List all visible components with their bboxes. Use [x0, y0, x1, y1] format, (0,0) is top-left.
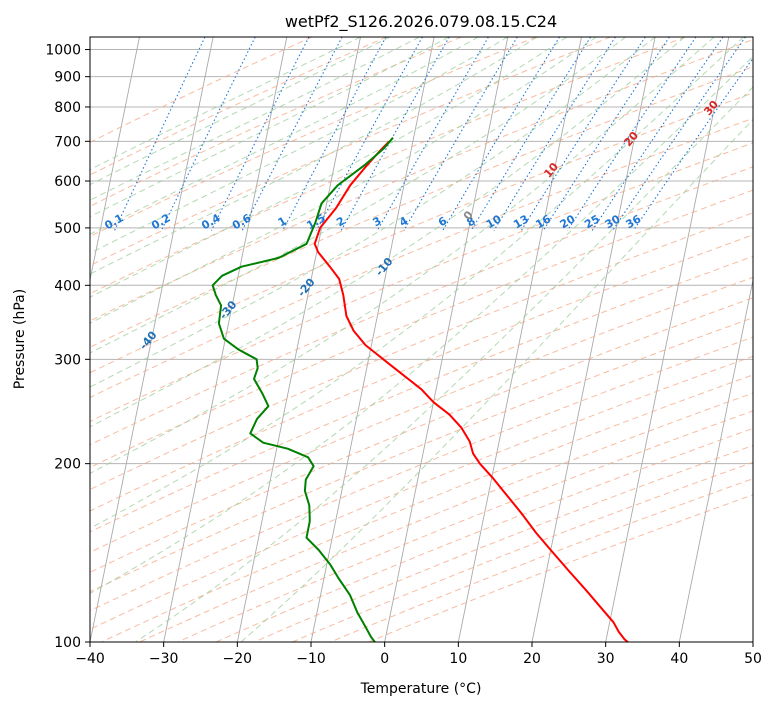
- dry-adiabat-line: [90, 234, 753, 512]
- dry-adiabat-line: [90, 66, 753, 348]
- y-tick-label: 500: [54, 221, 81, 237]
- mixing-ratio-line: [612, 37, 746, 231]
- mixing-ratio-line: [241, 37, 343, 231]
- moist-adiabat-line: [90, 37, 715, 474]
- moist-adiabat-line: [90, 37, 479, 235]
- dry-adiabat-line: [90, 37, 462, 207]
- y-tick-label: 400: [54, 278, 81, 294]
- temperature-line: [313, 140, 630, 642]
- isotherm-line: [384, 37, 509, 642]
- moist-adiabat-line: [90, 37, 391, 186]
- isotherm-line: [310, 37, 435, 642]
- dry-adiabat-line: [90, 297, 753, 573]
- isotherm-line: [457, 37, 582, 642]
- y-tick-label: 300: [54, 352, 81, 368]
- mixing-ratio-line: [470, 37, 592, 231]
- y-axis-title: Pressure (hPa): [12, 289, 28, 389]
- moist-adiabat-line: [90, 37, 509, 254]
- x-axis-title: Temperature (°C): [360, 681, 482, 697]
- dry-adiabat-line: [90, 189, 753, 469]
- mixing-ratio-line: [520, 37, 646, 231]
- chart-title: wetPf2_S126.2026.079.08.15.C24: [285, 12, 557, 32]
- isotherm-line: [678, 277, 753, 642]
- moist-adiabat-line: [90, 55, 753, 594]
- x-tick-label: −20: [223, 651, 253, 667]
- dry-adiabat-line: [90, 37, 387, 176]
- y-tick-label: 100: [54, 635, 81, 651]
- x-tick-label: 30: [597, 651, 615, 667]
- isotherm-line: [605, 37, 730, 642]
- mixing-ratio-line: [114, 37, 206, 231]
- moist-adiabat-line: [90, 37, 538, 275]
- moist-adiabat-line: [90, 37, 420, 201]
- mixing-ratio-line: [210, 37, 310, 231]
- mixing-ratio-line: [591, 37, 724, 231]
- x-tick-label: 40: [670, 651, 688, 667]
- dry-adiabat-line: [90, 117, 753, 399]
- dry-adiabat-line: [90, 92, 753, 374]
- y-tick-label: 600: [54, 174, 81, 190]
- moist-adiabat-line: [90, 37, 626, 354]
- mixing-ratio-line: [542, 37, 670, 231]
- dry-adiabat-line: [90, 255, 753, 533]
- y-tick-label: 900: [54, 70, 81, 86]
- y-tick-label: 800: [54, 100, 81, 116]
- mixing-ratio-line: [493, 37, 616, 231]
- moist-adiabat-line: [90, 37, 450, 218]
- background-lines: [90, 37, 753, 642]
- dewpoint-line: [211, 137, 394, 642]
- x-tick-label: 0: [380, 651, 389, 667]
- plot-frame: [89, 36, 754, 643]
- isotherm-line: [90, 37, 140, 283]
- y-tick-label: 700: [54, 134, 81, 150]
- y-tick-label: 1000: [45, 43, 81, 59]
- x-tick-label: 50: [744, 651, 762, 667]
- x-tick-label: −10: [296, 651, 326, 667]
- moist-adiabat-line: [90, 37, 685, 428]
- dry-adiabat-line: [90, 355, 753, 630]
- mixing-ratio-line: [567, 37, 697, 231]
- mixing-ratio-line: [632, 57, 753, 231]
- isotherm-line: [236, 37, 361, 642]
- moist-adiabat-line: [90, 37, 656, 388]
- isotherm-line: [90, 37, 214, 642]
- mixing-ratio-line: [376, 37, 489, 231]
- dry-adiabat-line: [90, 37, 313, 143]
- dry-adiabat-line: [90, 37, 611, 267]
- series-layer: [211, 137, 630, 642]
- dry-adiabat-line: [90, 142, 753, 423]
- x-tick-label: −30: [149, 651, 179, 667]
- x-tick-label: 10: [449, 651, 467, 667]
- moist-adiabat-line: [90, 37, 744, 529]
- y-tick-label: 200: [54, 457, 81, 473]
- x-tick-label: −40: [75, 651, 105, 667]
- dry-adiabat-line: [101, 374, 753, 642]
- dry-adiabat-line: [90, 317, 753, 593]
- moist-adiabat-line: [135, 86, 753, 642]
- mixing-ratio-line: [442, 37, 561, 231]
- moist-adiabat-line: [240, 118, 753, 642]
- x-tick-label: 20: [523, 651, 541, 667]
- mixing-ratio-line: [403, 37, 518, 231]
- axes: −40 −30 −20 −10 0 10 20 30 40 50 100 200 300 400 500 60…: [45, 43, 762, 667]
